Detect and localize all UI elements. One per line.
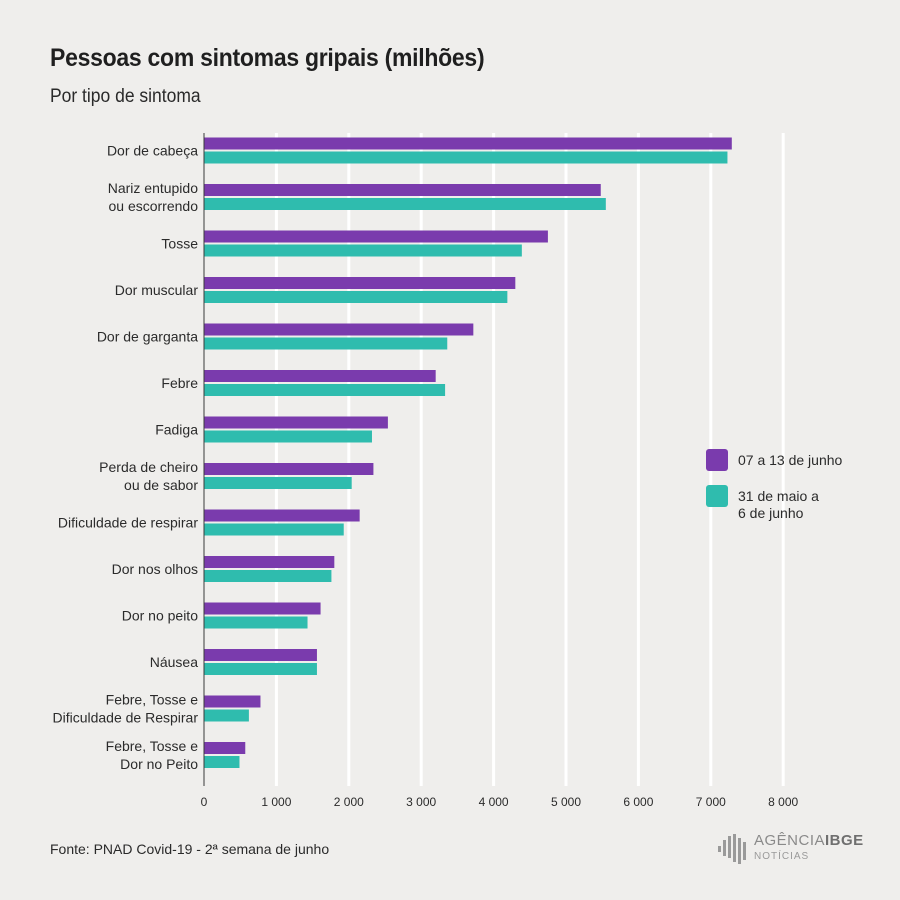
legend-label: 07 a 13 de junho (738, 452, 843, 468)
x-tick-label: 2 000 (334, 795, 364, 809)
category-label: Dor no Peito (120, 756, 198, 772)
x-tick-label: 3 000 (406, 795, 436, 809)
category-label: Nariz entupido (108, 180, 198, 196)
bar (204, 370, 436, 382)
category-label: Dor nos olhos (112, 561, 198, 577)
x-tick-label: 7 000 (696, 795, 726, 809)
bar (204, 230, 548, 243)
chart-title: Pessoas com sintomas gripais (milhões) (50, 44, 485, 72)
legend-swatch (706, 449, 728, 471)
bar (204, 649, 317, 661)
ibge-logo-icon (718, 834, 746, 864)
category-label: Febre, Tosse e (106, 692, 199, 708)
bar (204, 291, 508, 303)
bar (204, 616, 308, 629)
category-label: Dificuldade de respirar (58, 515, 198, 531)
source-note: Fonte: PNAD Covid-19 - 2ª semana de junh… (50, 841, 330, 857)
bar (204, 277, 516, 289)
x-tick-label: 5 000 (551, 795, 581, 809)
bar (204, 430, 372, 443)
bar (204, 509, 360, 522)
bar (204, 198, 606, 210)
bar (204, 556, 335, 568)
logo-text-noticias: NOTÍCIAS (754, 851, 810, 862)
category-label: Náusea (150, 654, 198, 670)
bar (204, 523, 344, 536)
category-label: Febre, Tosse e (106, 738, 199, 754)
legend-label: 31 de maio a (738, 488, 819, 504)
category-label: Dor de cabeça (107, 143, 198, 159)
bar (204, 477, 352, 489)
bar (204, 323, 474, 336)
bar (204, 742, 246, 754)
x-tick-label: 1 000 (261, 795, 291, 809)
agencia-ibge-logo: AGÊNCIAIBGE NOTÍCIAS (716, 832, 866, 868)
category-label: Dificuldade de Respirar (52, 710, 198, 726)
x-tick-label: 0 (201, 795, 208, 809)
category-label: Tosse (161, 236, 198, 252)
legend-label: 6 de junho (738, 505, 804, 521)
category-label: Febre (161, 375, 198, 391)
x-tick-label: 6 000 (623, 795, 653, 809)
bar (204, 663, 317, 675)
bar (204, 570, 332, 582)
bar (204, 463, 374, 475)
category-label: Fadiga (155, 422, 198, 438)
category-label: Dor de garganta (97, 329, 198, 345)
chart-subtitle: Por tipo de sintoma (50, 86, 201, 107)
bar (204, 384, 446, 396)
bar (204, 695, 261, 708)
logo-text-agencia: AGÊNCIA (754, 832, 826, 849)
category-label: ou escorrendo (108, 198, 198, 214)
x-tick-label: 4 000 (479, 795, 509, 809)
bar (204, 416, 388, 429)
bar (204, 184, 601, 196)
bar (204, 137, 732, 150)
category-label: Dor no peito (122, 608, 198, 624)
category-label: Dor muscular (115, 282, 199, 298)
bar (204, 244, 522, 257)
bar (204, 756, 240, 768)
bar (204, 151, 728, 164)
category-label: ou de sabor (124, 477, 198, 493)
bar (204, 602, 321, 615)
legend-swatch (706, 485, 728, 507)
bar (204, 337, 448, 350)
bar (204, 709, 249, 722)
x-tick-label: 8 000 (768, 795, 798, 809)
category-label: Perda de cheiro (99, 459, 198, 475)
logo-text-ibge: IBGE (825, 832, 864, 849)
